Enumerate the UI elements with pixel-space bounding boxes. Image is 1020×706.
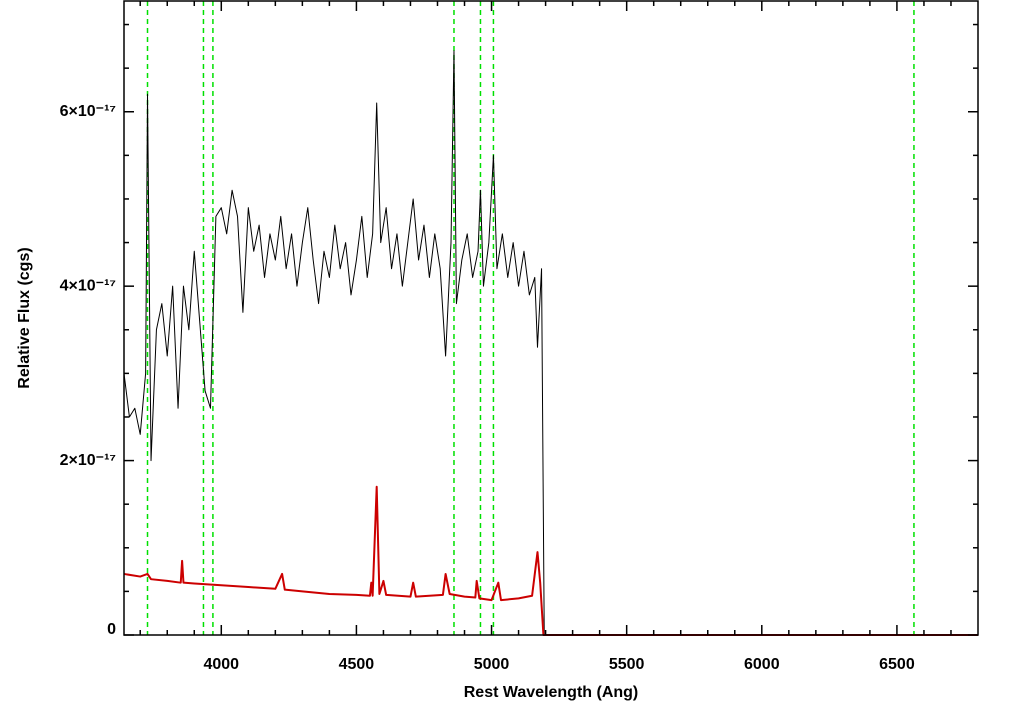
- x-tick-label: 5000: [474, 656, 510, 673]
- y-axis-label: Relative Flux (cgs): [16, 247, 33, 388]
- y-tick-label: 0: [107, 621, 116, 638]
- x-tick-label: 4500: [339, 656, 375, 673]
- x-tick-label: 6000: [744, 656, 780, 673]
- spectrum-line: [123, 485, 978, 636]
- y-tick-label: 2×10⁻¹⁷: [60, 452, 116, 469]
- x-tick-label: 5500: [609, 656, 645, 673]
- x-tick-label: 6500: [879, 656, 915, 673]
- x-tick-label: 4000: [203, 656, 239, 673]
- spectrum-line: [123, 50, 978, 636]
- plot-frame: [123, 0, 979, 636]
- x-axis-label: Rest Wavelength (Ang): [464, 684, 639, 701]
- y-tick-label: 4×10⁻¹⁷: [60, 277, 116, 294]
- y-tick-label: 6×10⁻¹⁷: [60, 103, 116, 120]
